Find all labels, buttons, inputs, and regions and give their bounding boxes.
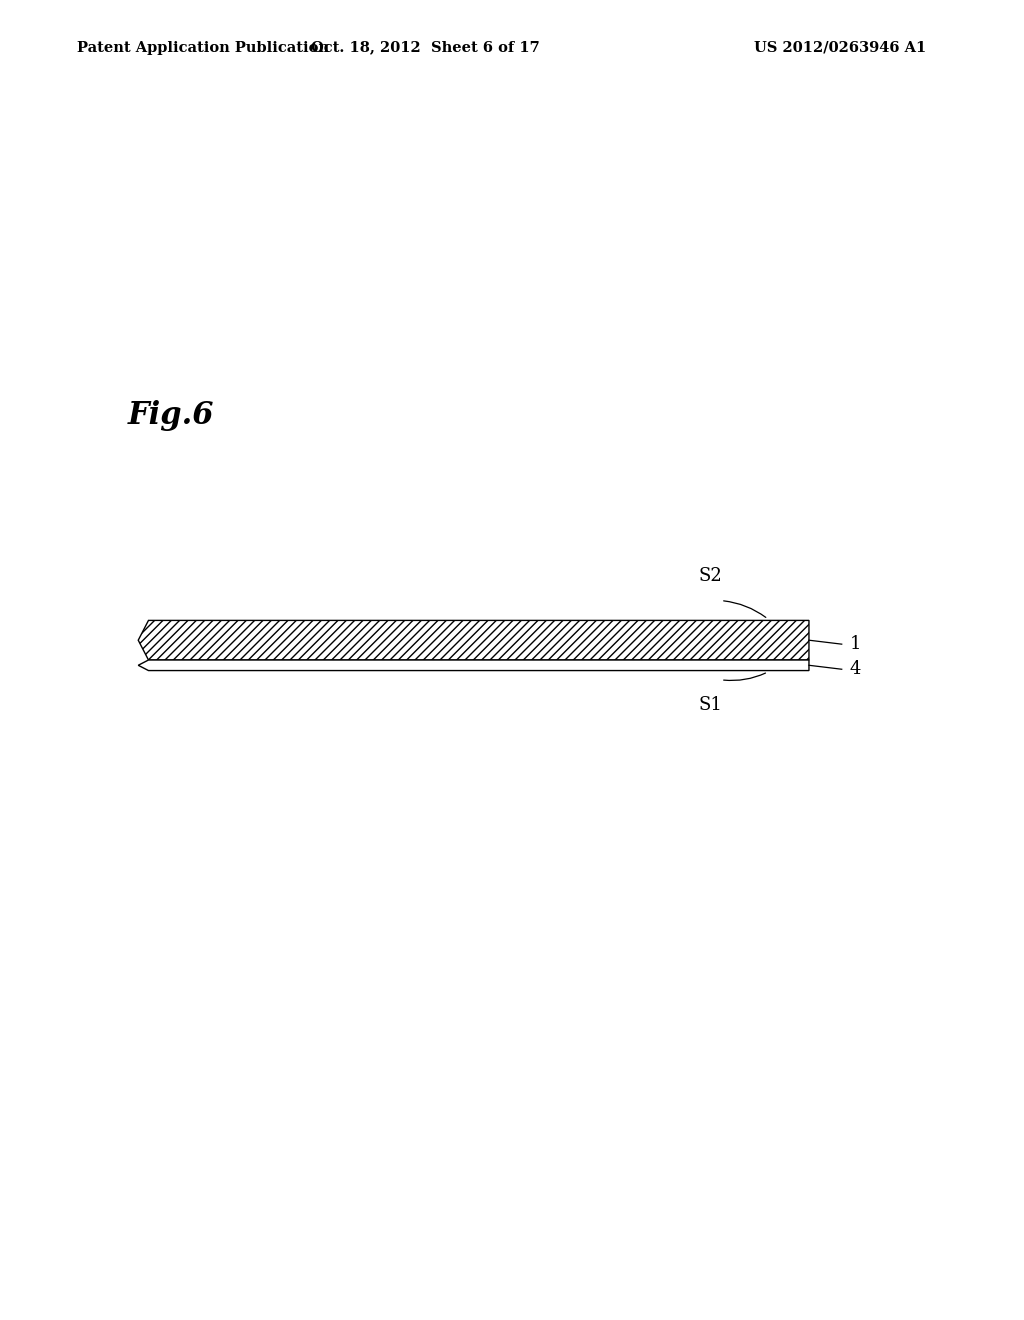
Polygon shape <box>138 620 809 660</box>
Text: Patent Application Publication: Patent Application Publication <box>77 41 329 54</box>
Text: 4: 4 <box>850 660 861 678</box>
Text: S1: S1 <box>698 696 723 714</box>
Text: 1: 1 <box>850 635 861 653</box>
Text: Oct. 18, 2012  Sheet 6 of 17: Oct. 18, 2012 Sheet 6 of 17 <box>310 41 540 54</box>
Polygon shape <box>138 660 809 671</box>
Text: US 2012/0263946 A1: US 2012/0263946 A1 <box>754 41 926 54</box>
Text: Fig.6: Fig.6 <box>128 400 214 432</box>
Text: S2: S2 <box>698 566 723 585</box>
